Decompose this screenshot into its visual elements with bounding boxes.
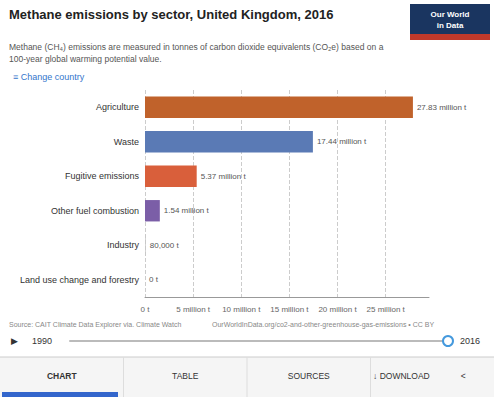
- svg-text:OurWorldInData.org/co2-and-oth: OurWorldInData.org/co2-and-other-greenho…: [212, 321, 434, 329]
- svg-text:2016: 2016: [460, 336, 480, 346]
- svg-text:↓ DOWNLOAD: ↓ DOWNLOAD: [373, 371, 430, 381]
- svg-text:≡ Change country: ≡ Change country: [13, 72, 85, 82]
- svg-text:80,000 t: 80,000 t: [150, 241, 180, 250]
- svg-text:0 t: 0 t: [141, 305, 151, 314]
- svg-text:Our World: Our World: [431, 10, 470, 19]
- svg-text:Fugitive emissions: Fugitive emissions: [65, 171, 140, 181]
- svg-text:25 million t: 25 million t: [367, 305, 406, 314]
- svg-text:SOURCES: SOURCES: [288, 371, 330, 381]
- svg-text:Industry: Industry: [107, 240, 140, 250]
- svg-text:<: <: [461, 371, 466, 381]
- svg-text:Waste: Waste: [114, 137, 139, 147]
- svg-text:TABLE: TABLE: [172, 371, 199, 381]
- svg-text:Other fuel combustion: Other fuel combustion: [51, 206, 139, 216]
- svg-text:Methane (CH₄) emissions are me: Methane (CH₄) emissions are measured in …: [9, 42, 384, 52]
- svg-text:Agriculture: Agriculture: [96, 102, 139, 112]
- svg-text:5 million t: 5 million t: [176, 305, 211, 314]
- svg-text:1990: 1990: [32, 336, 52, 346]
- svg-text:1.54 million t: 1.54 million t: [164, 206, 210, 215]
- svg-text:100-year global warming potent: 100-year global warming potential value.: [9, 54, 162, 64]
- svg-text:▶: ▶: [11, 336, 18, 346]
- svg-text:27.83 million t: 27.83 million t: [417, 103, 467, 112]
- svg-text:10 million t: 10 million t: [222, 305, 261, 314]
- svg-text:5.37 million t: 5.37 million t: [201, 172, 247, 181]
- svg-text:15 million t: 15 million t: [270, 305, 309, 314]
- svg-text:0 t: 0 t: [149, 275, 159, 284]
- svg-text:CHART: CHART: [47, 371, 78, 381]
- svg-text:17.44 million t: 17.44 million t: [317, 137, 367, 146]
- svg-text:Source: CAIT Climate Data Expl: Source: CAIT Climate Data Explorer via. …: [9, 321, 181, 329]
- svg-text:20 million t: 20 million t: [318, 305, 357, 314]
- svg-text:Land use change and forestry: Land use change and forestry: [20, 275, 140, 285]
- svg-text:Methane emissions by sector, U: Methane emissions by sector, United King…: [9, 7, 333, 22]
- svg-text:in Data: in Data: [437, 21, 464, 30]
